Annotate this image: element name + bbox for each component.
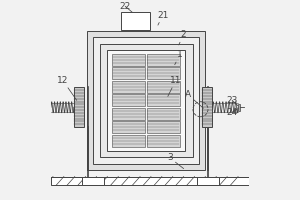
Bar	[196, 177, 219, 185]
Bar	[112, 67, 145, 79]
Text: 3: 3	[167, 153, 184, 169]
Bar	[74, 87, 84, 127]
Bar	[107, 50, 184, 151]
Bar	[112, 81, 145, 93]
Bar	[112, 94, 145, 106]
Bar	[202, 87, 212, 127]
Bar	[147, 135, 180, 147]
Text: 23: 23	[226, 96, 238, 106]
Bar	[93, 37, 200, 164]
Bar	[82, 177, 104, 185]
Text: 2: 2	[179, 30, 187, 45]
Bar	[147, 81, 180, 93]
Bar	[147, 67, 180, 79]
Text: 1: 1	[175, 50, 183, 65]
Bar	[112, 108, 145, 120]
Bar	[112, 54, 145, 66]
Text: A: A	[184, 90, 203, 108]
Bar	[121, 12, 150, 30]
Text: 12: 12	[57, 76, 77, 100]
Bar	[112, 135, 145, 147]
Bar	[238, 104, 241, 111]
Text: 11: 11	[168, 76, 182, 96]
Bar	[147, 108, 180, 120]
Bar	[147, 54, 180, 66]
Text: 21: 21	[157, 11, 169, 25]
Bar	[87, 31, 206, 170]
Bar	[147, 121, 180, 133]
Bar	[147, 94, 180, 106]
Bar	[51, 177, 249, 185]
Bar	[112, 121, 145, 133]
Text: 24: 24	[226, 108, 238, 117]
Text: 22: 22	[120, 2, 132, 12]
Bar	[100, 44, 193, 157]
